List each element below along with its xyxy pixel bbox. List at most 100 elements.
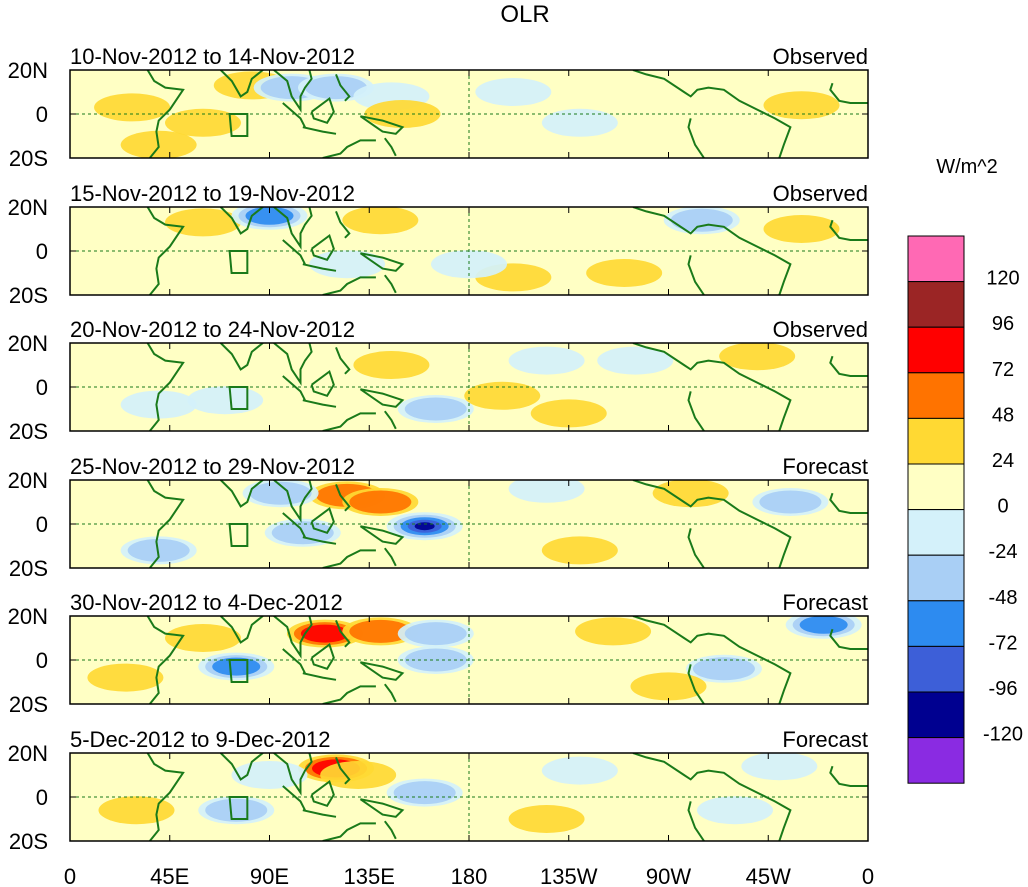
panel-right-title: Forecast: [782, 590, 868, 615]
coastline: [384, 137, 397, 157]
region-box: [228, 659, 249, 683]
x-tick-label: 90W: [646, 864, 691, 887]
coastline: [310, 779, 335, 807]
x-tick-label: 90E: [250, 864, 289, 887]
colorbar-label: 48: [992, 404, 1014, 426]
anomaly-field: [165, 207, 840, 292]
coastline: [829, 492, 868, 514]
coastline: [302, 263, 337, 272]
anomaly-contour: [692, 657, 755, 681]
colorbar-label: 96: [992, 313, 1014, 335]
x-tick-label: 0: [862, 864, 874, 887]
coastline: [146, 70, 185, 158]
coastline: [384, 274, 397, 294]
anomaly-contour: [349, 619, 412, 643]
coastline: [146, 480, 185, 568]
coastline: [359, 798, 405, 818]
panel-left-title: 15-Nov-2012 to 19-Nov-2012: [70, 181, 355, 206]
coastline: [273, 616, 313, 659]
anomaly-contour: [300, 624, 349, 643]
panel-left-title: 25-Nov-2012 to 29-Nov-2012: [70, 454, 355, 479]
coastline: [219, 343, 264, 371]
coastlines: [146, 753, 868, 841]
coastline: [359, 252, 405, 272]
y-tick-label: 0: [36, 239, 48, 264]
x-tick-label: 0: [64, 864, 76, 887]
anomaly-contour: [165, 208, 241, 237]
coastline: [687, 255, 705, 295]
coastline: [282, 512, 306, 538]
anomaly-contour: [404, 397, 467, 421]
coastline: [632, 753, 792, 841]
y-tick-label: 0: [36, 785, 48, 810]
panel-right-title: Observed: [773, 317, 868, 342]
coastlines: [146, 616, 868, 704]
anomaly-contour: [342, 207, 419, 235]
coastline: [322, 685, 376, 704]
coastline: [829, 628, 868, 650]
anomaly-contour: [541, 108, 618, 137]
coastline: [282, 785, 306, 811]
colorbar-box: [907, 554, 965, 602]
anomaly-contour: [87, 663, 164, 692]
anomaly-contour: [305, 76, 367, 100]
panel-left-title: 10-Nov-2012 to 14-Nov-2012: [70, 44, 355, 69]
coastline: [146, 343, 185, 431]
coastline: [632, 207, 792, 295]
coastline: [632, 343, 792, 431]
coastline: [687, 118, 705, 158]
coastline: [384, 683, 397, 703]
x-tick-label: 45W: [746, 864, 791, 887]
coastlines: [146, 207, 868, 295]
coastline: [302, 809, 337, 818]
anomaly-contour: [464, 381, 541, 410]
coastline: [384, 547, 397, 567]
anomaly-contour: [165, 624, 241, 652]
coastline: [322, 139, 376, 158]
panel-left-title: 5-Dec-2012 to 9-Dec-2012: [70, 727, 330, 752]
coastline: [829, 219, 868, 241]
anomaly-contour: [541, 756, 618, 785]
colorbar-label: -72: [989, 632, 1018, 654]
y-tick-label: 20N: [8, 331, 48, 356]
anomaly-field: [98, 753, 818, 833]
anomaly-contour: [597, 346, 674, 375]
colorbar-label: -96: [989, 678, 1018, 700]
anomaly-contour: [249, 481, 312, 505]
x-tick-label: 45E: [150, 864, 189, 887]
region-box: [228, 523, 249, 547]
anomaly-contour: [94, 93, 171, 122]
panel-right-title: Observed: [773, 181, 868, 206]
anomaly-contour: [741, 753, 818, 781]
coastline: [282, 102, 306, 128]
coastline: [384, 820, 397, 840]
coastline: [219, 207, 264, 235]
coastline: [302, 126, 337, 135]
coastline: [829, 355, 868, 377]
colorbar-box: [907, 372, 965, 419]
y-tick-label: 20N: [8, 195, 48, 220]
coastline: [146, 616, 185, 704]
coastline: [322, 822, 376, 841]
coastline: [829, 82, 868, 104]
x-axis: 0 45E 90E 135E 180 135W 90W 45W 0: [64, 864, 874, 887]
coastline: [310, 233, 335, 261]
region-box: [228, 386, 249, 410]
y-tick-label: 20N: [8, 58, 48, 83]
coastline: [282, 648, 306, 674]
anomaly-contour: [763, 91, 840, 120]
panel-4: 25-Nov-2012 to 29-Nov-2012 Forecast 20N 0 20…: [8, 454, 869, 581]
colorbar-label: 120: [986, 268, 1019, 290]
colorbar: 120 96 72 48 24 0 -24 -48 -72 -96 -120: [907, 235, 1023, 784]
anomaly-contour: [165, 108, 241, 137]
colorbar-box: [907, 509, 965, 556]
coastline: [310, 642, 335, 670]
coastline: [322, 276, 376, 295]
anomaly-contour: [475, 78, 552, 106]
coastline: [219, 480, 264, 508]
colorbar-box: [907, 691, 965, 739]
anomaly-contour: [120, 390, 197, 419]
anomaly-contour: [586, 259, 663, 287]
colorbar-label: 24: [992, 450, 1014, 472]
